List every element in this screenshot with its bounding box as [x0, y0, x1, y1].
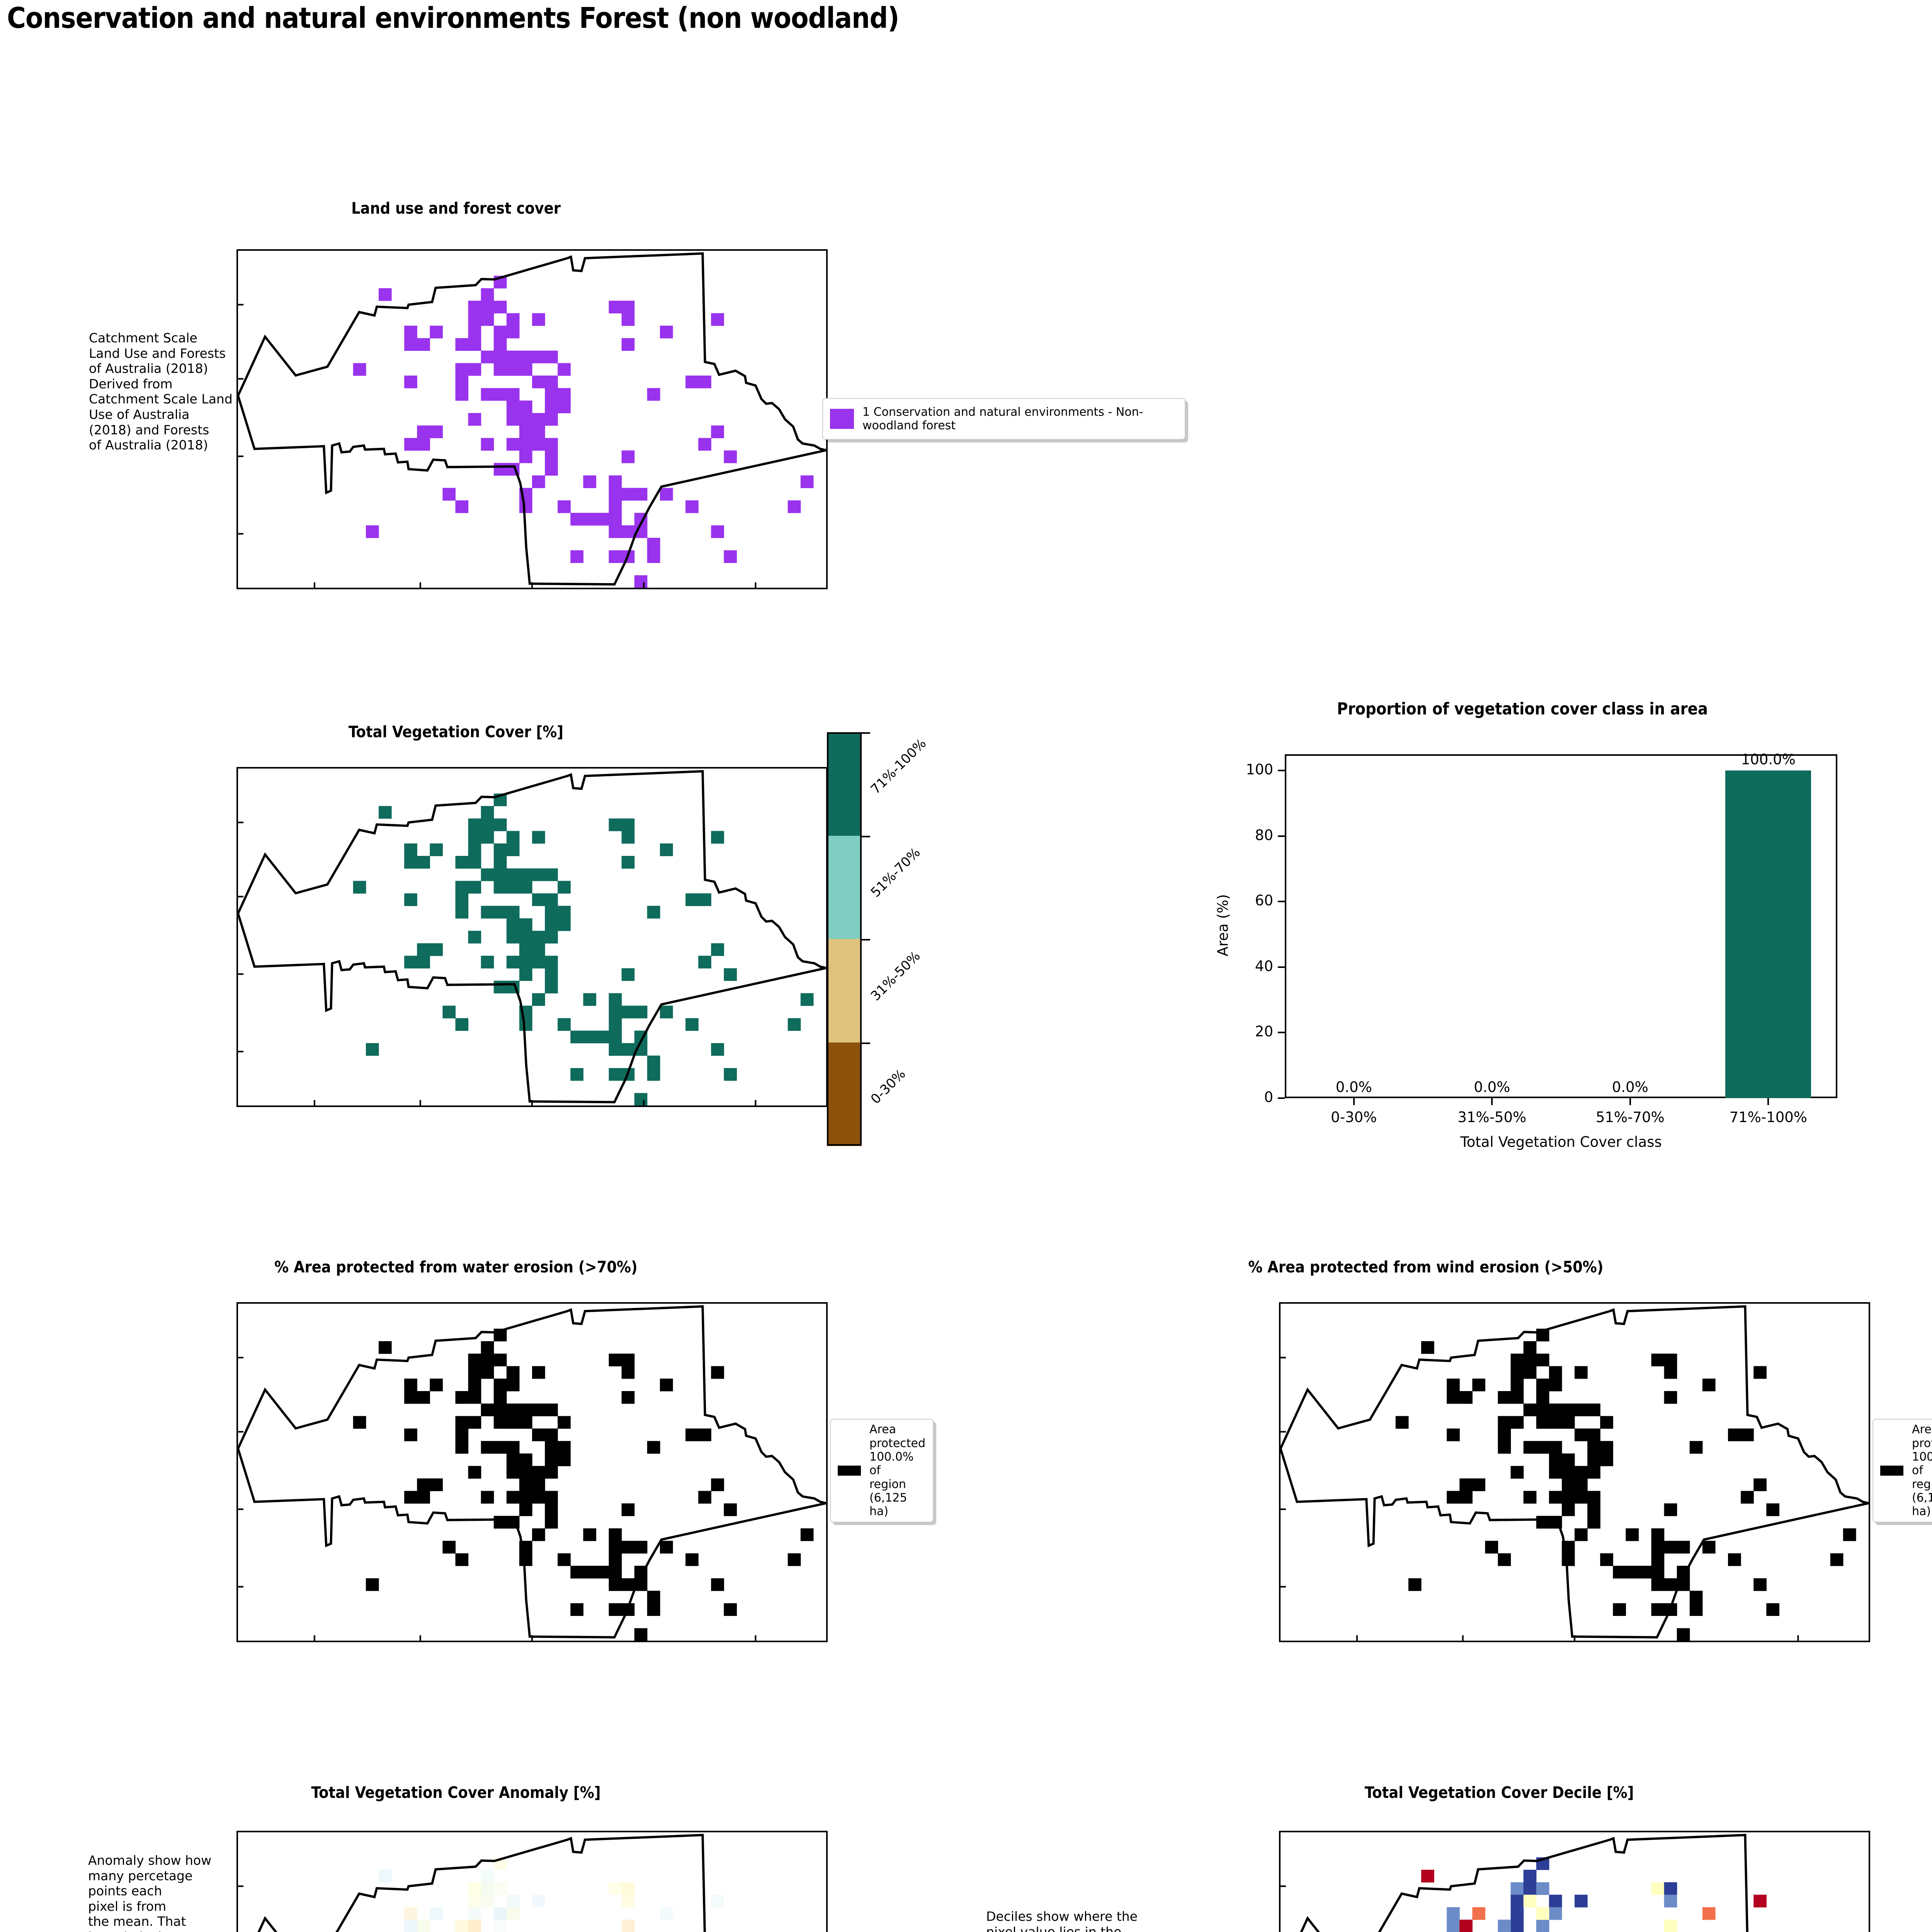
barchart-ytick-0 [1278, 1097, 1285, 1099]
barchart-xtick-3 [1767, 1098, 1769, 1105]
barchart-xtick-0 [1353, 1098, 1355, 1105]
anomaly-map[interactable] [236, 1831, 828, 1932]
barchart-xtick-2 [1629, 1098, 1631, 1105]
landuse-caption: Catchment Scale Land Use and Forests of … [89, 330, 233, 453]
cb-veg-tick-3 [862, 1042, 870, 1044]
landuse-panel-title: Land use and forest cover [351, 199, 561, 218]
barchart-ytick-4 [1278, 835, 1285, 837]
barchart-xtick-label-0: 0-30% [1331, 1109, 1377, 1126]
page-title: Conservation and natural environments Fo… [7, 2, 900, 35]
barchart-value-label-0: 0.0% [1335, 1079, 1372, 1095]
landuse-map[interactable] [236, 249, 828, 589]
water-erosion-panel-title: % Area protected from water erosion (>70… [274, 1258, 638, 1276]
barchart-xtick-label-1: 31%-50% [1458, 1109, 1527, 1126]
barchart-x-axis-label: Total Vegetation Cover class [1460, 1134, 1662, 1150]
cb-veg-band-0 [827, 732, 862, 836]
barchart-ytick-label-5: 100 [1246, 761, 1273, 778]
cb-veg-label-2: 31%-50% [867, 948, 923, 1004]
barchart-ytick-3 [1278, 901, 1285, 903]
anomaly-panel-title: Total Vegetation Cover Anomaly [%] [311, 1783, 601, 1802]
barchart-bar-3[interactable] [1725, 770, 1811, 1098]
landuse-legend-swatch [830, 409, 854, 429]
barchart-ytick-label-1: 20 [1255, 1023, 1273, 1040]
vegcover-map[interactable] [236, 767, 828, 1107]
wind-erosion-legend-swatch [1880, 1466, 1903, 1476]
barchart-xtick-1 [1491, 1098, 1493, 1105]
barchart-value-label-3: 100.0% [1741, 751, 1796, 768]
wind-erosion-map[interactable] [1279, 1302, 1870, 1642]
barchart-ytick-label-4: 80 [1255, 827, 1273, 844]
cb-veg-band-3 [827, 1042, 862, 1146]
decile-caption: Deciles show where the pixel value lies … [986, 1909, 1138, 1932]
map-vegcover-canvas [238, 770, 826, 1105]
cb-veg-tick-1 [862, 835, 870, 837]
wind-erosion-panel-title: % Area protected from wind erosion (>50%… [1248, 1258, 1604, 1276]
map-decile-canvas [1281, 1833, 1767, 1932]
vegcover-panel-title: Total Vegetation Cover [%] [348, 723, 564, 741]
map-wind-canvas [1281, 1305, 1869, 1641]
water-erosion-legend-swatch [838, 1466, 861, 1476]
cb-veg-label-0: 71%-100% [867, 735, 929, 797]
anomaly-caption: Anomaly show how many percetage points e… [88, 1853, 212, 1932]
barchart-value-label-1: 0.0% [1474, 1079, 1510, 1095]
wind-erosion-legend-label: Area protected 100.0% of region (6,125 h… [1912, 1423, 1932, 1519]
barchart-ytick-label-0: 0 [1264, 1089, 1273, 1105]
barchart-ytick-2 [1278, 966, 1285, 968]
cb-veg-tick-2 [862, 939, 870, 940]
cb-veg-tick-0 [862, 732, 870, 734]
cb-veg-band-1 [827, 835, 862, 939]
barchart-xtick-label-2: 51%-70% [1595, 1109, 1665, 1126]
decile-panel-title: Total Vegetation Cover Decile [%] [1364, 1783, 1634, 1802]
barchart-xtick-label-3: 71%-100% [1729, 1109, 1807, 1126]
wind-erosion-legend: Area protected 100.0% of region (6,125 h… [1872, 1419, 1932, 1522]
water-erosion-legend: Area protected 100.0% of region (6,125 h… [830, 1419, 934, 1522]
barchart-value-label-2: 0.0% [1612, 1079, 1648, 1095]
cb-veg-label-3: 0-30% [867, 1066, 909, 1107]
map-anomaly-canvas [238, 1833, 724, 1932]
water-erosion-legend-label: Area protected 100.0% of region (6,125 h… [869, 1423, 926, 1519]
barchart-title: Proportion of vegetation cover class in … [1337, 699, 1708, 719]
cb-veg-band-2 [827, 939, 862, 1043]
water-erosion-map[interactable] [236, 1302, 828, 1642]
map-landuse-canvas [238, 252, 826, 588]
barchart-ytick-label-3: 60 [1255, 892, 1273, 909]
cb-veg-label-1: 51%-70% [867, 845, 923, 901]
vegcover-colorbar: 71%-100% 51%-70% 31%-50% 0-30% [827, 732, 929, 1146]
decile-map[interactable] [1279, 1831, 1870, 1932]
landuse-legend: 1 Conservation and natural environments … [822, 398, 1185, 440]
barchart-ytick-label-2: 40 [1255, 957, 1273, 975]
barchart-ytick-5 [1278, 770, 1285, 772]
landuse-legend-label: 1 Conservation and natural environments … [862, 405, 1143, 432]
barchart-ytick-1 [1278, 1032, 1285, 1034]
map-water-canvas [238, 1305, 826, 1641]
